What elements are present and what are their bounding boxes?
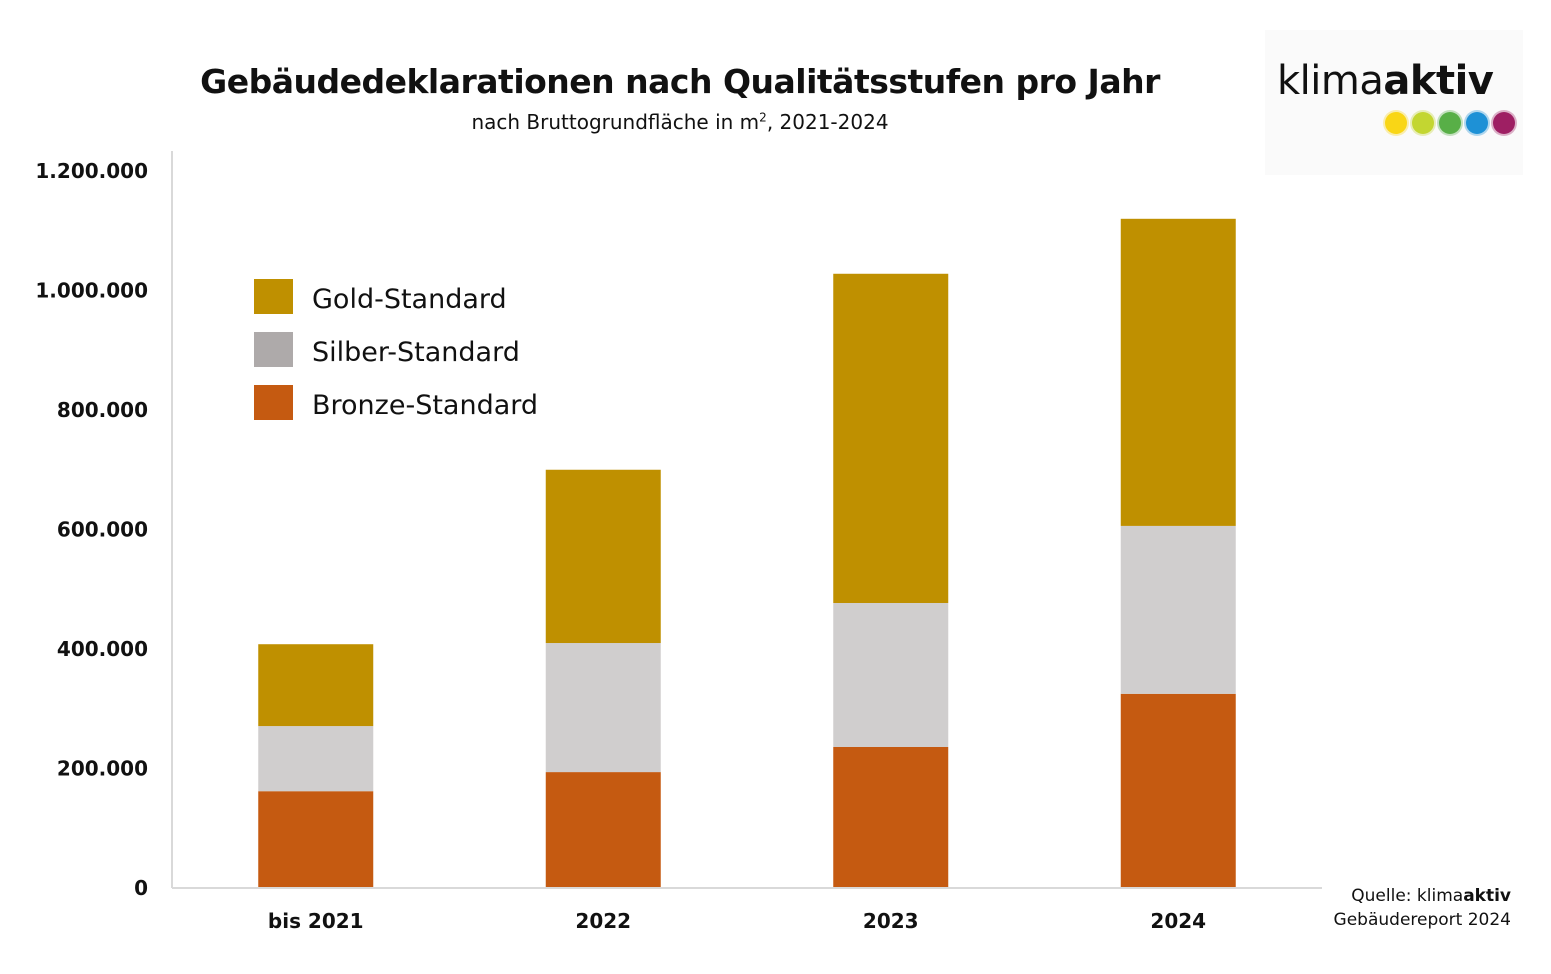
x-tick-label: 2023 bbox=[863, 909, 919, 933]
legend-swatch bbox=[254, 279, 293, 314]
source-line-2: Gebäudereport 2024 bbox=[1333, 910, 1511, 930]
bar-segment-silber-standard bbox=[258, 726, 374, 792]
bar-segment-bronze-standard bbox=[1120, 693, 1236, 888]
logo-dot bbox=[1385, 112, 1407, 134]
bar-segment-gold-standard bbox=[1120, 218, 1236, 526]
bar-segment-silber-standard bbox=[545, 643, 661, 773]
x-tick-labels: bis 2021 2022 2023 2024 bbox=[268, 909, 1206, 933]
bar-segment-bronze-standard bbox=[258, 791, 374, 888]
logo-dot bbox=[1439, 112, 1461, 134]
legend-label: Bronze-Standard bbox=[312, 390, 538, 421]
bar-segment-gold-standard bbox=[833, 273, 949, 603]
chart-subtitle: nach Bruttogrundfläche in m2, 2021-2024 bbox=[180, 110, 1180, 134]
subtitle-superscript: 2 bbox=[759, 110, 767, 125]
y-tick-label: 200.000 bbox=[57, 757, 148, 781]
y-tick-label: 1.000.000 bbox=[35, 279, 148, 303]
logo-text-bold: aktiv bbox=[1383, 58, 1494, 104]
bar-segment-bronze-standard bbox=[833, 746, 949, 888]
source-prefix: Quelle: klima bbox=[1351, 886, 1464, 906]
logo-dot bbox=[1493, 112, 1515, 134]
y-tick-label: 0 bbox=[134, 876, 148, 900]
legend-label: Gold-Standard bbox=[312, 284, 507, 315]
x-tick-label: 2022 bbox=[575, 909, 631, 933]
subtitle-prefix: nach Bruttogrundfläche in m bbox=[471, 110, 760, 134]
bar-segment-bronze-standard bbox=[545, 772, 661, 888]
logo-dot bbox=[1412, 112, 1434, 134]
source-note: Quelle: klimaaktiv Gebäudereport 2024 bbox=[1334, 884, 1511, 932]
logo-text: klimaaktiv bbox=[1277, 58, 1494, 104]
source-bold: aktiv bbox=[1463, 886, 1511, 906]
y-tick-label: 400.000 bbox=[57, 637, 148, 661]
legend-swatch bbox=[254, 385, 293, 420]
chart-title: Gebäudedeklarationen nach Qualitätsstufe… bbox=[200, 62, 1160, 101]
legend-label: Silber-Standard bbox=[312, 337, 520, 368]
y-tick-label: 800.000 bbox=[57, 398, 148, 422]
subtitle-suffix: , 2021-2024 bbox=[766, 110, 889, 134]
y-tick-labels: 0 200.000 400.000 600.000 800.000 1.000.000 1.… bbox=[35, 159, 148, 900]
source-line-1: Quelle: klimaaktiv bbox=[1334, 884, 1511, 908]
bar-segment-gold-standard bbox=[545, 469, 661, 644]
logo-text-light: klima bbox=[1277, 58, 1384, 104]
x-tick-label: bis 2021 bbox=[268, 909, 364, 933]
bar-segment-silber-standard bbox=[1120, 525, 1236, 694]
logo-dot bbox=[1466, 112, 1488, 134]
bar-segment-silber-standard bbox=[833, 602, 949, 747]
logo-dots bbox=[1385, 112, 1515, 134]
bar-segment-gold-standard bbox=[258, 644, 374, 727]
legend: Gold-Standard Silber-Standard Bronze-Stand… bbox=[254, 279, 538, 421]
bars-group bbox=[258, 218, 1236, 888]
y-tick-label: 1.200.000 bbox=[35, 159, 148, 183]
x-tick-label: 2024 bbox=[1150, 909, 1206, 933]
y-tick-label: 600.000 bbox=[57, 518, 148, 542]
klimaaktiv-logo: klimaaktiv bbox=[1265, 30, 1523, 175]
legend-swatch bbox=[254, 332, 293, 367]
